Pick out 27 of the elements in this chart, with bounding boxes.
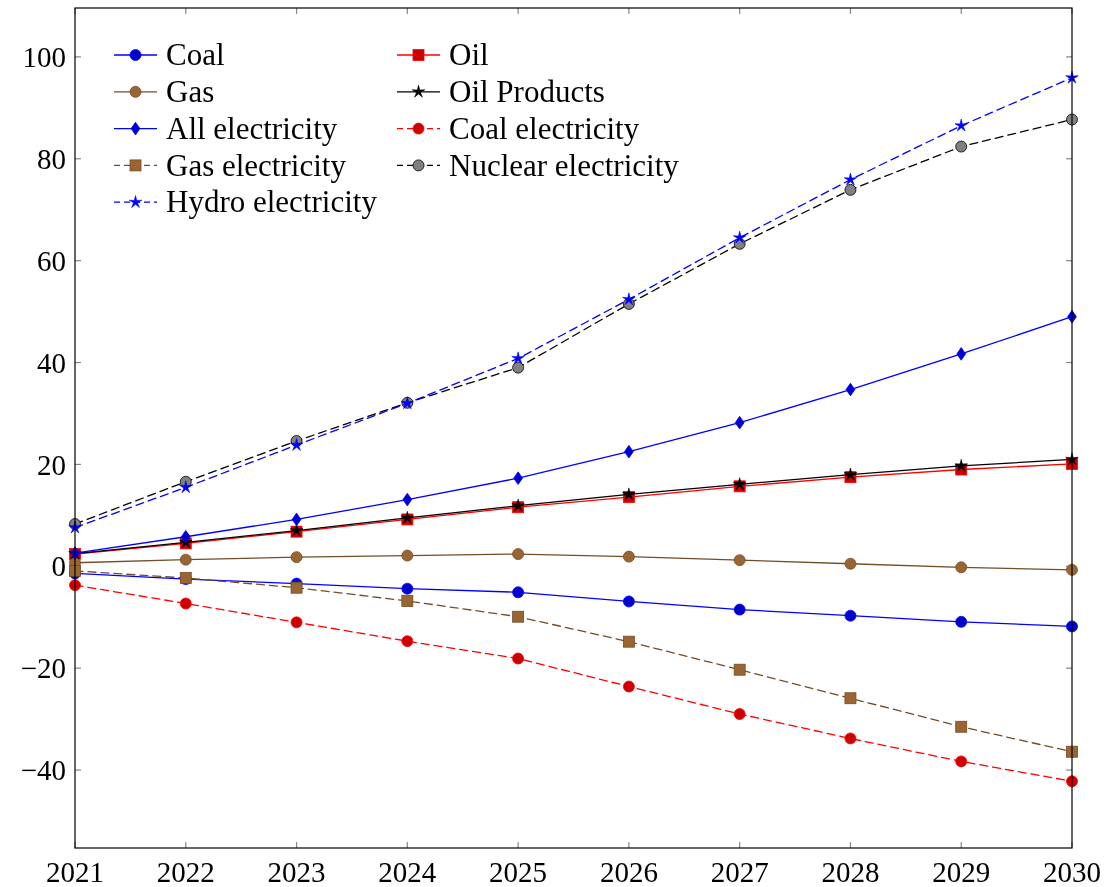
y-tick-label: −40 [20, 754, 66, 787]
y-tick-label: 100 [22, 41, 66, 74]
x-tick-label: 2022 [156, 856, 215, 887]
x-tick-label: 2024 [378, 856, 437, 887]
legend-label: Coal [166, 37, 225, 73]
y-tick-label: 60 [37, 244, 66, 277]
legend-label: Oil [449, 37, 489, 73]
legend-label: Hydro electricity [166, 184, 378, 220]
x-tick-label: 2023 [267, 856, 326, 887]
y-tick-label: 0 [51, 550, 66, 583]
x-tick-label: 2025 [489, 856, 548, 887]
x-tick-label: 2029 [932, 856, 991, 887]
x-tick-label: 2021 [46, 856, 104, 887]
legend-label: Nuclear electricity [449, 147, 680, 183]
y-tick-label: 80 [37, 142, 66, 175]
legend-label: Gas electricity [166, 147, 347, 183]
x-tick-label: 2028 [821, 856, 880, 887]
x-tick-label: 2027 [710, 856, 769, 887]
y-tick-label: −20 [20, 652, 66, 685]
y-tick-label: 20 [37, 448, 66, 481]
legend-label: All electricity [166, 110, 338, 146]
x-tick-label: 2026 [599, 856, 658, 887]
legend-label: Gas [166, 74, 215, 110]
legend-label: Coal electricity [449, 110, 640, 146]
y-tick-label: 40 [37, 346, 66, 379]
legend-label: Oil Products [449, 74, 605, 110]
x-tick-label: 2030 [1043, 856, 1101, 887]
